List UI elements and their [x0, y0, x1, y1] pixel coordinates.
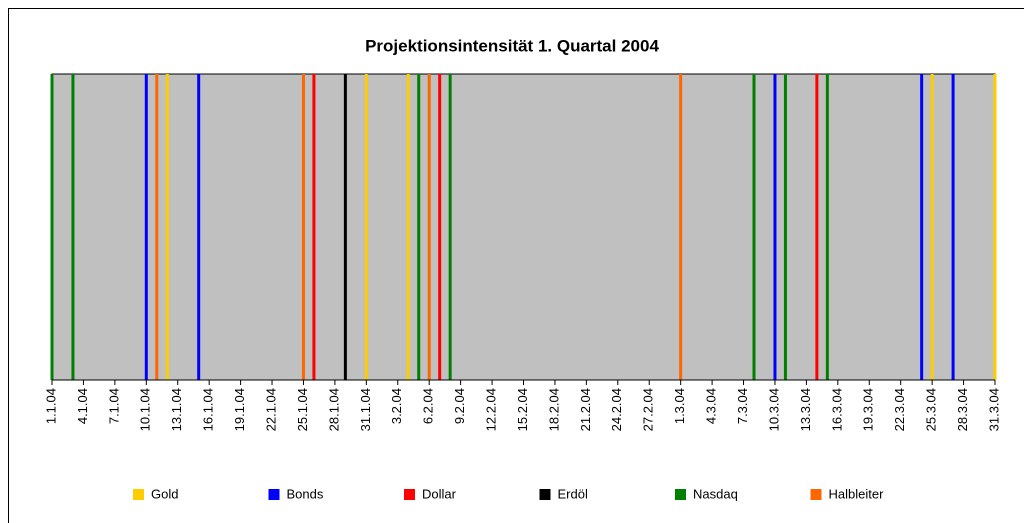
x-tick-label: 7.1.04 — [106, 388, 121, 424]
x-tick-label: 19.3.04 — [861, 388, 876, 431]
legend-label: Erdöl — [558, 486, 588, 501]
legend-swatch — [268, 489, 280, 500]
x-tick-label: 7.3.04 — [735, 388, 750, 424]
x-tick-label: 6.2.04 — [421, 388, 436, 424]
x-tick-label: 28.1.04 — [326, 388, 341, 431]
x-tick-label: 1.3.04 — [672, 388, 687, 424]
x-tick-label: 10.1.04 — [138, 388, 153, 431]
legend-label: Nasdaq — [693, 486, 738, 501]
legend-swatch — [404, 489, 415, 500]
legend-label: Gold — [151, 486, 178, 501]
chart-title: Projektionsintensität 1. Quartal 2004 — [365, 36, 659, 55]
x-tick-label: 25.3.04 — [924, 388, 939, 431]
x-tick-label: 16.1.04 — [201, 388, 216, 431]
x-tick-label: 31.3.04 — [986, 388, 1001, 431]
x-tick-label: 31.1.04 — [358, 388, 373, 431]
x-tick-label: 28.3.04 — [955, 388, 970, 431]
x-tick-label: 16.3.04 — [829, 388, 844, 431]
legend-label: Dollar — [422, 486, 457, 501]
x-tick-label: 1.1.04 — [43, 388, 58, 424]
x-tick-label: 22.3.04 — [892, 388, 907, 431]
x-tick-label: 27.2.04 — [641, 388, 656, 431]
x-tick-label: 10.3.04 — [766, 388, 781, 431]
legend-label: Bonds — [287, 486, 324, 501]
x-tick-label: 19.1.04 — [232, 388, 247, 431]
x-tick-label: 9.2.04 — [452, 388, 467, 424]
x-tick-label: 4.3.04 — [704, 388, 719, 424]
x-tick-label: 22.1.04 — [263, 388, 278, 431]
x-tick-label: 24.2.04 — [609, 388, 624, 431]
x-tick-label: 15.2.04 — [515, 388, 530, 431]
x-tick-label: 12.2.04 — [484, 388, 499, 431]
x-tick-label: 18.2.04 — [546, 388, 561, 431]
x-tick-label: 3.2.04 — [389, 388, 404, 424]
legend-swatch — [133, 489, 144, 500]
legend-label: Halbleiter — [829, 486, 885, 501]
x-tick-label: 4.1.04 — [75, 388, 90, 424]
plot-area — [51, 73, 996, 381]
legend-swatch — [675, 489, 686, 500]
legend-swatch — [539, 489, 551, 500]
x-tick-label: 21.2.04 — [578, 388, 593, 431]
x-tick-label: 25.1.04 — [295, 388, 310, 431]
legend-swatch — [810, 489, 822, 500]
x-tick-label: 13.1.04 — [169, 388, 184, 431]
x-tick-label: 13.3.04 — [798, 388, 813, 431]
